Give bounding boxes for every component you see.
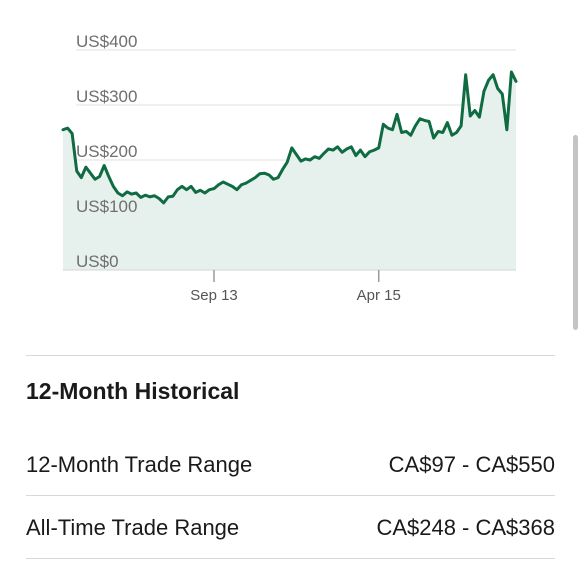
trade-range-12-month-label: 12-Month Trade Range [26,452,253,477]
x-tick-label: Sep 13 [190,287,238,304]
trade-range-12-month-value: CA$97 - CA$550 [388,452,555,477]
price-line [61,70,518,205]
price-chart-svg: US$400 US$300 US$200 US$100 US$0 Sep 13 Apr 1… [61,32,518,304]
y-tick-label: US$300 [76,87,137,106]
trade-range-all-time-value: CA$248 - CA$368 [376,515,555,540]
y-tick-label: US$200 [76,142,137,161]
trade-range-all-time-row: All-Time Trade Range CA$248 - CA$368 [26,513,555,543]
price-area [63,72,516,270]
trade-range-12-month-row: 12-Month Trade Range CA$97 - CA$550 [26,450,555,480]
trade-range-all-time-label: All-Time Trade Range [26,515,240,540]
historical-section-title: 12-Month Historical [26,378,240,404]
x-tick-label: Apr 15 [357,287,401,304]
row-divider [26,495,555,496]
y-tick-label: US$400 [76,32,137,51]
y-tick-label: US$0 [76,252,119,271]
y-tick-label: US$100 [76,197,137,216]
price-chart: US$400 US$300 US$200 US$100 US$0 Sep 13 Apr 1… [61,32,518,304]
section-divider-top [26,355,555,356]
section-divider-bottom [26,558,555,559]
scrollbar[interactable] [573,135,578,330]
